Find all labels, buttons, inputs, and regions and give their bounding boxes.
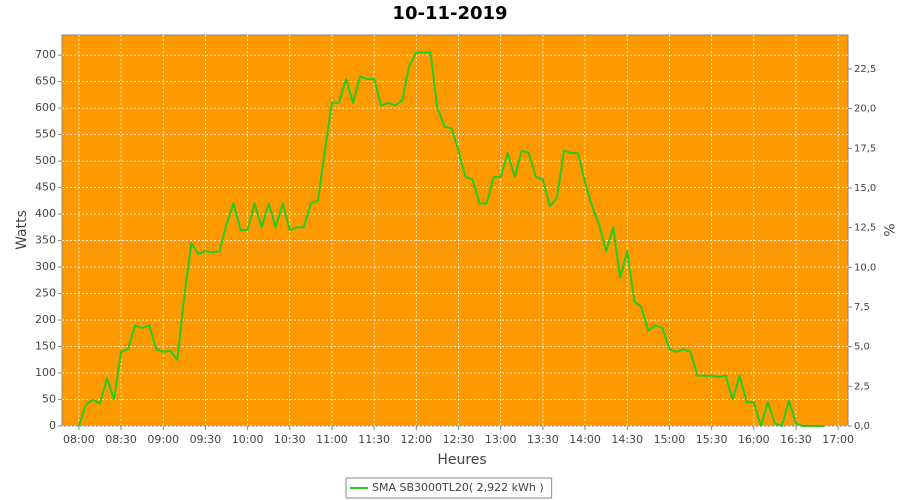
y-tick-label: 500 [35,154,56,167]
x-tick-label: 15:30 [696,433,728,446]
x-tick-label: 08:00 [63,433,95,446]
y2-tick-label: 0,0 [854,421,870,432]
x-tick-label: 13:00 [485,433,517,446]
x-tick-label: 11:30 [358,433,390,446]
y-tick-label: 300 [35,260,56,273]
y2-tick-label: 12,5 [854,223,876,234]
y-tick-label: 650 [35,75,56,88]
y2-axis-label: % [880,223,896,236]
x-tick-label: 10:00 [232,433,264,446]
x-tick-label: 09:00 [147,433,179,446]
y2-tick-label: 17,5 [854,143,876,154]
y2-tick-label: 10,0 [854,262,876,273]
chart-title: 10-11-2019 [392,3,507,24]
y-axis-label: Watts [14,210,30,250]
y-tick-label: 350 [35,234,56,247]
y2-tick-label: 7,5 [854,302,870,313]
x-tick-label: 12:30 [443,433,475,446]
y-tick-label: 150 [35,340,56,353]
legend-label: SMA SB3000TL20( 2,922 kWh ) [372,481,544,494]
y-tick-label: 600 [35,101,56,114]
x-tick-label: 16:00 [738,433,770,446]
y-tick-label: 50 [42,393,56,406]
x-tick-label: 08:30 [105,433,137,446]
y-tick-label: 450 [35,181,56,194]
x-tick-label: 14:00 [569,433,601,446]
data-line [77,51,825,427]
x-tick-label: 17:00 [822,433,854,446]
x-tick-label: 14:30 [611,433,643,446]
y-tick-label: 550 [35,128,56,141]
y-tick-label: 100 [35,366,56,379]
legend: SMA SB3000TL20( 2,922 kWh ) [345,477,553,499]
y2-tick-label: 2,5 [854,381,870,392]
x-axis-label: Heures [437,452,486,468]
x-tick-label: 16:30 [780,433,812,446]
y-tick-label: 250 [35,287,56,300]
y2-tick-label: 5,0 [854,342,870,353]
y2-tick-label: 20,0 [854,104,876,115]
y2-tick-label: 22,5 [854,64,876,75]
x-tick-label: 13:30 [527,433,559,446]
x-tick-label: 15:00 [654,433,686,446]
y-tick-label: 400 [35,207,56,220]
y-tick-label: 200 [35,313,56,326]
y-tick-label: 0 [49,419,56,432]
x-tick-label: 11:00 [316,433,348,446]
y2-tick-label: 15,0 [854,183,876,194]
legend-box [345,477,553,499]
x-tick-label: 10:30 [274,433,306,446]
x-tick-label: 12:00 [400,433,432,446]
y-tick-label: 700 [35,48,56,61]
plot-area [61,34,849,427]
x-tick-label: 09:30 [190,433,222,446]
